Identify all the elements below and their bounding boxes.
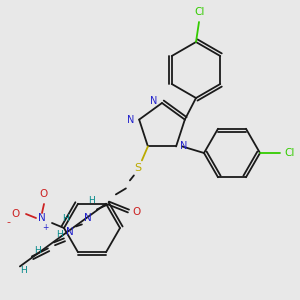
Text: N: N xyxy=(84,213,92,224)
Text: H: H xyxy=(56,230,63,239)
Text: -: - xyxy=(6,217,10,227)
Text: N: N xyxy=(180,141,188,152)
Text: N: N xyxy=(128,115,135,124)
Text: H: H xyxy=(62,214,69,223)
Text: H: H xyxy=(20,266,27,275)
Text: Cl: Cl xyxy=(285,148,295,158)
Text: N: N xyxy=(38,213,46,223)
Text: O: O xyxy=(133,207,141,218)
Text: N: N xyxy=(150,96,158,106)
Text: N: N xyxy=(66,227,74,237)
Text: S: S xyxy=(134,164,142,173)
Text: O: O xyxy=(12,209,20,219)
Text: O: O xyxy=(40,189,48,199)
Text: +: + xyxy=(42,224,48,232)
Text: H: H xyxy=(34,246,41,255)
Text: H: H xyxy=(88,196,95,205)
Text: Cl: Cl xyxy=(195,7,205,17)
